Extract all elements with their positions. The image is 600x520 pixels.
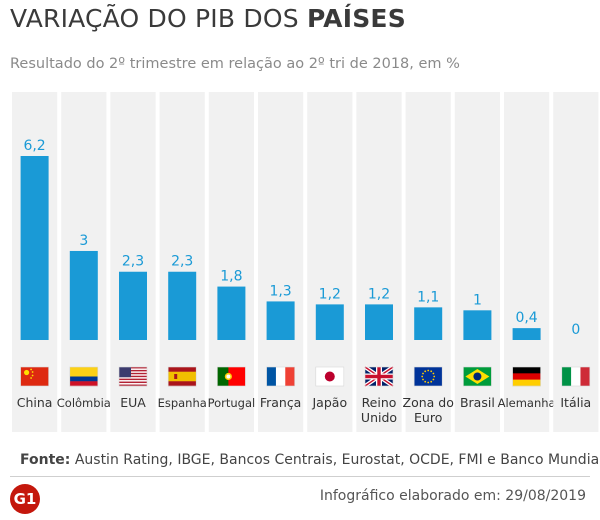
chart-title-prefix: VARIAÇÃO DO PIB DOS xyxy=(10,4,299,33)
bar xyxy=(168,271,197,340)
data-label: 1,8 xyxy=(220,269,242,285)
category-label: França xyxy=(260,395,302,410)
spain-flag-icon xyxy=(167,366,197,387)
uk-flag-icon xyxy=(363,365,395,388)
bar xyxy=(315,304,344,340)
bar xyxy=(414,307,443,340)
bar xyxy=(119,271,147,340)
italy-flag-icon xyxy=(561,366,591,387)
source-note: Fonte: Austin Rating, IBGE, Bancos Centr… xyxy=(20,452,600,468)
chart-title: VARIAÇÃO DO PIB DOS PAÍSES xyxy=(10,4,406,33)
portugal-flag-icon xyxy=(217,366,246,387)
credit-note: Infográfico elaborado em: 29/08/2019 xyxy=(319,488,586,504)
category-label: Colômbia xyxy=(57,396,111,410)
category-label: Japão xyxy=(312,395,348,410)
category-label: Espanha xyxy=(158,396,207,410)
data-label: 0,4 xyxy=(515,310,537,326)
source-label: Fonte: xyxy=(20,452,71,468)
data-label: 1,3 xyxy=(269,283,291,299)
data-label: 2,3 xyxy=(171,254,193,270)
data-label: 2,3 xyxy=(122,254,144,270)
bar xyxy=(365,304,393,340)
bar xyxy=(266,301,295,340)
bar xyxy=(512,328,541,340)
france-flag-icon xyxy=(266,366,295,387)
usa-flag-icon xyxy=(118,366,148,387)
bar xyxy=(463,310,492,340)
data-label: 6,2 xyxy=(23,138,45,154)
category-label: Itália xyxy=(560,395,591,410)
category-label: Portugal xyxy=(208,396,256,410)
japan-flag-icon xyxy=(315,366,345,387)
germany-flag-icon xyxy=(512,366,541,387)
china-flag-icon xyxy=(20,366,49,387)
chart-subtitle: Resultado do 2º trimestre em relação ao … xyxy=(10,56,460,72)
data-label: 1,2 xyxy=(319,286,341,302)
category-label: China xyxy=(17,395,53,410)
eu-flag-icon xyxy=(413,366,443,387)
category-label: Brasil xyxy=(460,395,495,410)
category-label: Alemanha xyxy=(498,396,556,410)
bar xyxy=(69,250,98,340)
bar xyxy=(20,156,49,340)
data-label: 0 xyxy=(571,322,580,338)
colombia-flag-icon xyxy=(69,366,99,387)
data-label: 1 xyxy=(473,292,482,308)
data-label: 1,2 xyxy=(368,286,390,302)
chart-title-bold: PAÍSES xyxy=(306,4,406,33)
category-label: Reino Unido xyxy=(361,395,397,425)
category-label: Zona do Euro xyxy=(403,395,454,425)
bar xyxy=(217,286,246,340)
g1-logo: G1 xyxy=(10,484,40,514)
footer-divider xyxy=(10,476,590,477)
data-label: 3 xyxy=(79,233,88,249)
category-label: EUA xyxy=(120,395,146,410)
brazil-flag-icon xyxy=(463,366,492,387)
bar-chart: 6,2 China 3 Colômbia 2,3 EUA 2,3 Espanha 1,8 Port… xyxy=(12,92,599,432)
source-text: Austin Rating, IBGE, Bancos Centrais, Eu… xyxy=(74,452,600,468)
data-label: 1,1 xyxy=(417,289,439,305)
